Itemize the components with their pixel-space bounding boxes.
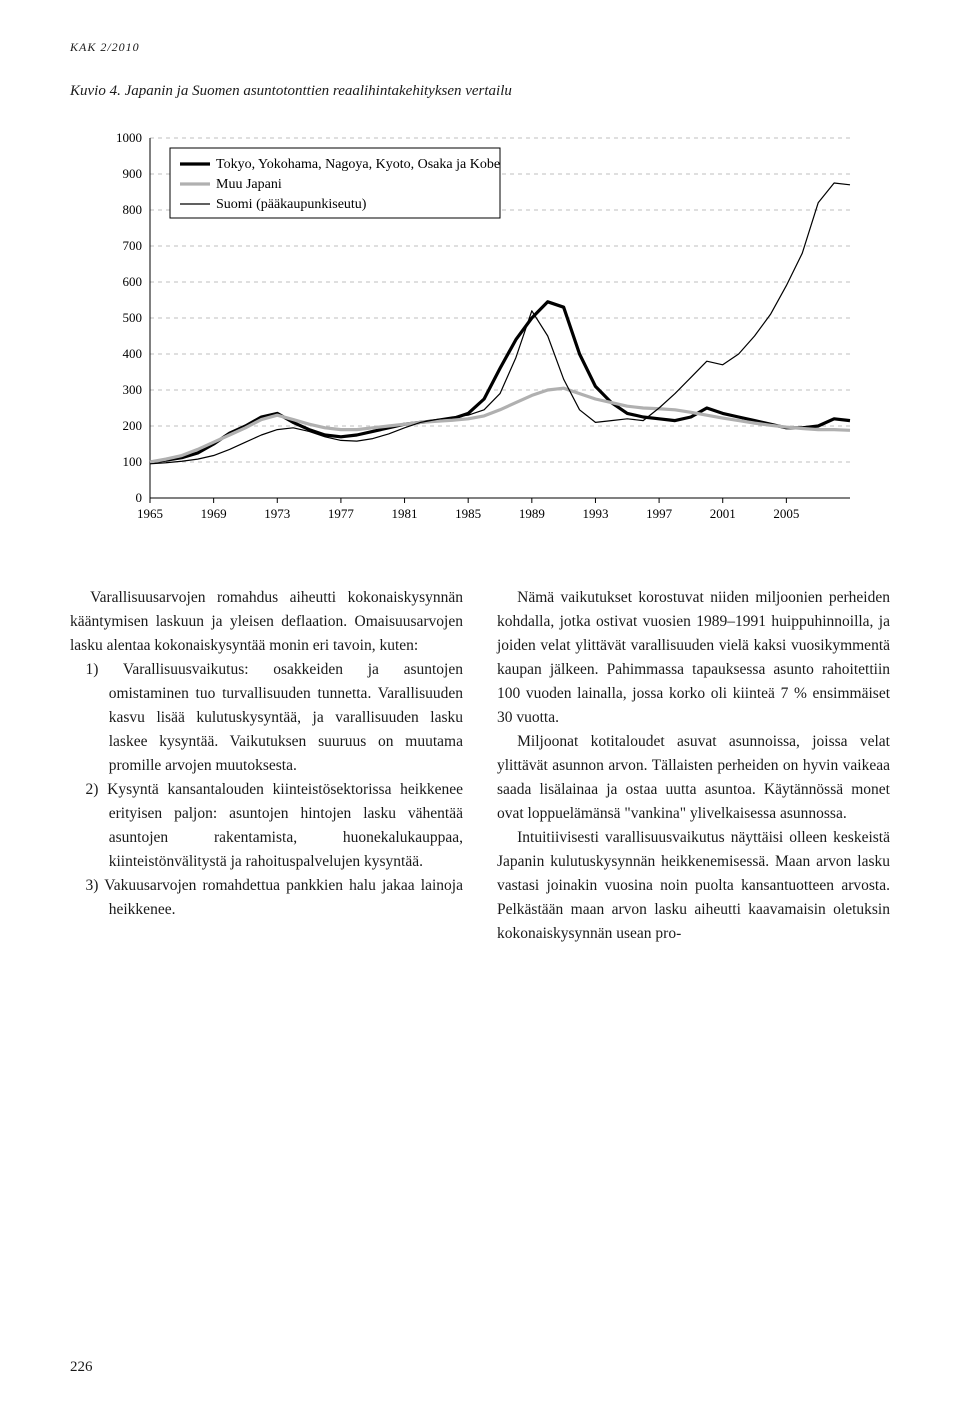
paragraph: Intuitiivisesti varallisuusvaikutus näyt… xyxy=(497,826,890,946)
svg-text:Suomi (pääkaupunkiseutu): Suomi (pääkaupunkiseutu) xyxy=(216,197,367,212)
list-item: 1) Varallisuusvaikutus: osakkeiden ja as… xyxy=(70,658,463,778)
list-text: Kysyntä kansantalouden kiinteistösektori… xyxy=(107,781,463,870)
figure-caption-prefix: Kuvio 4. xyxy=(70,83,121,99)
list-num: 2) xyxy=(86,781,99,798)
svg-text:500: 500 xyxy=(123,310,143,325)
svg-text:1977: 1977 xyxy=(328,506,355,521)
svg-text:1000: 1000 xyxy=(116,130,142,145)
svg-text:1989: 1989 xyxy=(519,506,545,521)
list-item: 3) Vakuusarvojen romahdettua pankkien ha… xyxy=(70,874,463,922)
running-head: KAK 2/2010 xyxy=(70,40,890,55)
svg-text:700: 700 xyxy=(123,238,143,253)
list-num: 3) xyxy=(86,877,99,894)
svg-text:1965: 1965 xyxy=(137,506,163,521)
line-chart: 0 100 200 300 400 500 600 700 800 900 1000 1965 1969… xyxy=(90,128,870,538)
list-num: 1) xyxy=(86,661,99,678)
svg-text:300: 300 xyxy=(123,382,143,397)
svg-text:Muu Japani: Muu Japani xyxy=(216,177,282,192)
svg-text:1997: 1997 xyxy=(646,506,673,521)
paragraph: Nämä vaikutukset korostuvat niiden miljo… xyxy=(497,586,890,730)
svg-text:1981: 1981 xyxy=(392,506,418,521)
svg-text:1969: 1969 xyxy=(201,506,227,521)
svg-text:2005: 2005 xyxy=(773,506,799,521)
svg-text:Tokyo, Yokohama, Nagoya, Kyoto: Tokyo, Yokohama, Nagoya, Kyoto, Osaka ja… xyxy=(216,157,500,172)
svg-text:1985: 1985 xyxy=(455,506,481,521)
svg-text:1993: 1993 xyxy=(582,506,608,521)
list-text: Varallisuusvaikutus: osakkeiden ja asunt… xyxy=(109,661,463,774)
svg-text:1973: 1973 xyxy=(264,506,290,521)
svg-text:100: 100 xyxy=(123,454,143,469)
list-item: 2) Kysyntä kansantalouden kiinteistösekt… xyxy=(70,778,463,874)
page-number: 226 xyxy=(70,1359,93,1376)
svg-text:900: 900 xyxy=(123,166,143,181)
paragraph: Varallisuusarvojen romahdus aiheutti kok… xyxy=(70,586,463,658)
figure-caption: Kuvio 4. Japanin ja Suomen asuntotonttie… xyxy=(70,83,890,100)
paragraph: Miljoonat kotitaloudet asuvat asunnoissa… xyxy=(497,730,890,826)
svg-text:2001: 2001 xyxy=(710,506,736,521)
body-text: Varallisuusarvojen romahdus aiheutti kok… xyxy=(70,586,890,946)
svg-text:800: 800 xyxy=(123,202,143,217)
list-text: Vakuusarvojen romahdettua pankkien halu … xyxy=(104,877,463,918)
svg-text:200: 200 xyxy=(123,418,143,433)
svg-text:400: 400 xyxy=(123,346,143,361)
chart-container: 0 100 200 300 400 500 600 700 800 900 1000 1965 1969… xyxy=(90,128,870,538)
figure-caption-text: Japanin ja Suomen asuntotonttien reaalih… xyxy=(125,83,512,99)
svg-text:600: 600 xyxy=(123,274,143,289)
svg-text:0: 0 xyxy=(136,490,143,505)
